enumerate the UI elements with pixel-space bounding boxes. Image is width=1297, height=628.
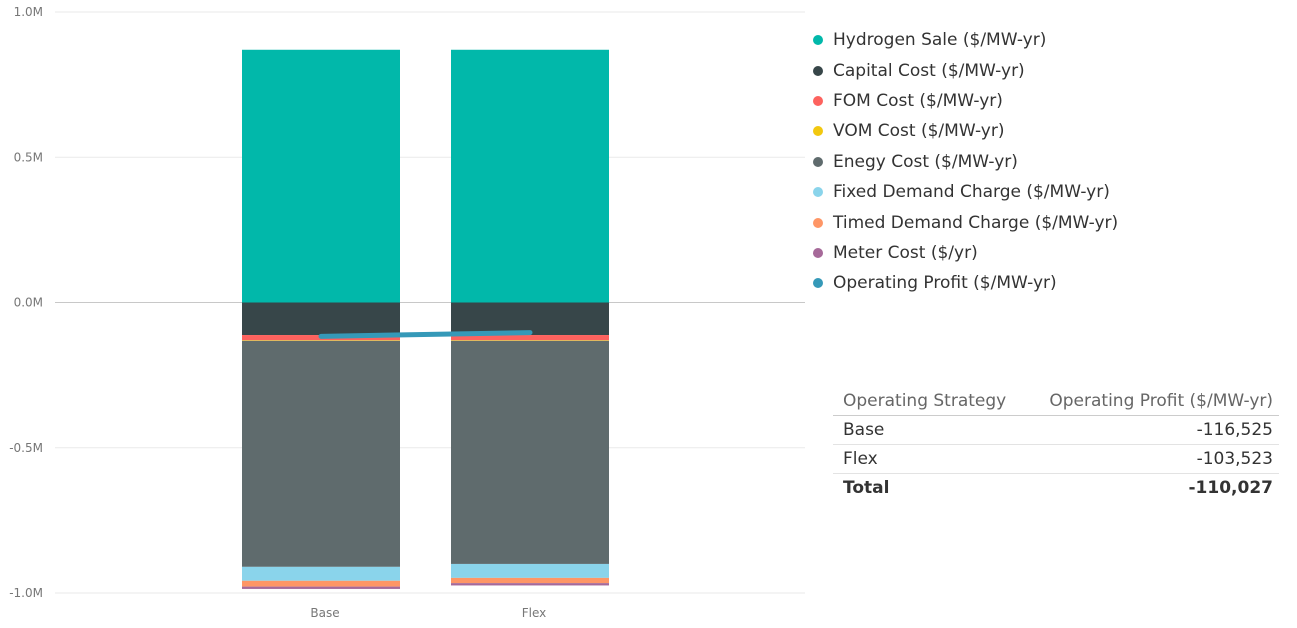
operating-profit-line-layer <box>318 330 533 339</box>
bar-segment-base-3[interactable] <box>242 340 400 341</box>
legend-item-fom-cost[interactable]: FOM Cost ($/MW-yr) <box>810 86 1280 116</box>
legend: Hydrogen Sale ($/MW-yr) Capital Cost ($/… <box>810 25 1280 299</box>
column-header-operating-strategy[interactable]: Operating Strategy <box>833 386 1024 416</box>
legend-label: VOM Cost ($/MW-yr) <box>833 121 1005 142</box>
legend-label: FOM Cost ($/MW-yr) <box>833 90 1003 111</box>
strategy-cell: Flex <box>833 444 1024 474</box>
y-axis-tick-labels: 1.0M 0.5M 0.0M -0.5M -1.0M <box>9 5 43 600</box>
legend-dot-icon <box>813 35 823 46</box>
profit-cell: -116,525 <box>1023 415 1279 445</box>
legend-label: Capital Cost ($/MW-yr) <box>833 60 1025 81</box>
bar-segment-base-5[interactable] <box>242 566 400 581</box>
legend-dot-icon <box>813 278 823 289</box>
bar-segment-base-1[interactable] <box>242 302 400 336</box>
total-value-cell: -110,027 <box>1023 473 1279 502</box>
profit-cell: -103,523 <box>1023 444 1279 474</box>
legend-dot-icon <box>813 247 823 258</box>
table-row[interactable]: Flex -103,523 <box>833 444 1279 474</box>
operating-profit-line[interactable] <box>318 330 533 339</box>
bar-segment-base-0[interactable] <box>242 49 400 303</box>
bar-segment-flex-1[interactable] <box>451 302 609 336</box>
y-tick-label: 0.0M <box>14 296 43 310</box>
bar-segment-flex-4[interactable] <box>451 340 609 564</box>
gridlines <box>55 11 805 594</box>
y-tick-label: -1.0M <box>9 586 43 600</box>
bar-segment-flex-3[interactable] <box>451 340 609 341</box>
total-label-cell: Total <box>833 473 1024 502</box>
table-total-row: Total -110,027 <box>833 473 1279 502</box>
y-tick-label: 0.5M <box>14 150 43 164</box>
bar-segments <box>242 49 609 589</box>
bar-segment-flex-5[interactable] <box>451 563 609 578</box>
operating-profit-table: Operating Strategy Operating Profit ($/M… <box>833 386 1279 502</box>
bar-segment-flex-7[interactable] <box>451 583 609 586</box>
y-tick-label: 1.0M <box>14 5 43 19</box>
legend-item-fixed-demand-charge[interactable]: Fixed Demand Charge ($/MW-yr) <box>810 177 1280 207</box>
stacked-bar-chart: 1.0M 0.5M 0.0M -0.5M -1.0M Base Flex <box>9 5 805 620</box>
x-axis-tick-labels: Base Flex <box>310 606 546 620</box>
table-header-row: Operating Strategy Operating Profit ($/M… <box>833 386 1279 416</box>
legend-item-hydrogen-sale[interactable]: Hydrogen Sale ($/MW-yr) <box>810 25 1280 55</box>
legend-item-operating-profit[interactable]: Operating Profit ($/MW-yr) <box>810 268 1280 298</box>
y-tick-label: -0.5M <box>9 441 43 455</box>
legend-label: Enegy Cost ($/MW-yr) <box>833 151 1018 172</box>
bar-segment-base-4[interactable] <box>242 340 400 567</box>
bar-segment-base-6[interactable] <box>242 580 400 587</box>
legend-dot-icon <box>813 95 823 106</box>
legend-label: Fixed Demand Charge ($/MW-yr) <box>833 182 1110 203</box>
table-row[interactable]: Base -116,525 <box>833 415 1279 445</box>
legend-item-vom-cost[interactable]: VOM Cost ($/MW-yr) <box>810 116 1280 146</box>
legend-item-timed-demand-charge[interactable]: Timed Demand Charge ($/MW-yr) <box>810 207 1280 237</box>
x-tick-label-base: Base <box>310 606 339 620</box>
legend-label: Timed Demand Charge ($/MW-yr) <box>833 212 1119 233</box>
column-header-operating-profit[interactable]: Operating Profit ($/MW-yr) <box>1023 386 1279 416</box>
bar-segment-base-7[interactable] <box>242 586 400 589</box>
x-tick-label-flex: Flex <box>522 606 547 620</box>
bar-segment-flex-6[interactable] <box>451 577 609 584</box>
legend-item-capital-cost[interactable]: Capital Cost ($/MW-yr) <box>810 55 1280 85</box>
legend-item-enegy-cost[interactable]: Enegy Cost ($/MW-yr) <box>810 147 1280 177</box>
legend-dot-icon <box>813 217 823 228</box>
bar-segment-flex-2[interactable] <box>451 335 609 341</box>
strategy-cell: Base <box>833 415 1024 445</box>
legend-dot-icon <box>813 65 823 76</box>
legend-label: Operating Profit ($/MW-yr) <box>833 273 1057 294</box>
bar-segment-flex-0[interactable] <box>451 49 609 303</box>
legend-label: Meter Cost ($/yr) <box>833 242 978 263</box>
legend-item-meter-cost[interactable]: Meter Cost ($/yr) <box>810 238 1280 268</box>
legend-dot-icon <box>813 156 823 167</box>
legend-dot-icon <box>813 187 823 198</box>
legend-dot-icon <box>813 126 823 137</box>
legend-label: Hydrogen Sale ($/MW-yr) <box>833 30 1047 51</box>
